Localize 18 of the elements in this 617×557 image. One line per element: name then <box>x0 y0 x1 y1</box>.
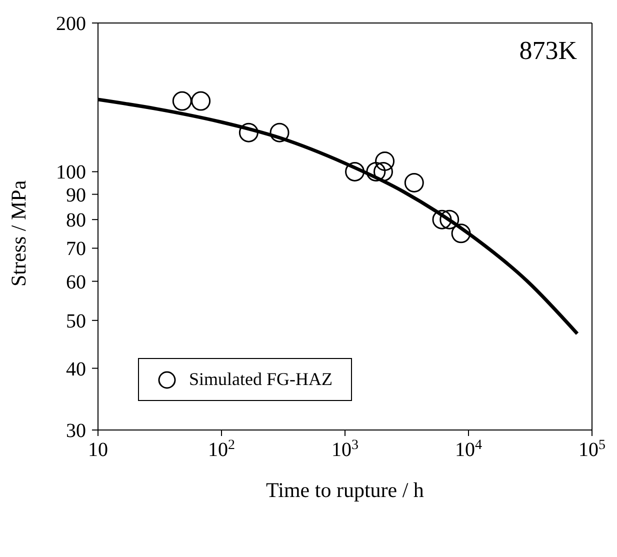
x-axis-title: Time to rupture / h <box>266 478 424 502</box>
annotation: 873K <box>519 36 577 66</box>
x-tick-label: 10$^{3}$ <box>332 438 358 461</box>
y-tick-label: 50 <box>66 310 86 332</box>
x-tick-label: 10$^{4}$ <box>455 438 482 461</box>
y-tick-label: 100 <box>56 162 86 184</box>
y-axis-title: Stress / MPa <box>6 180 30 286</box>
y-tick-label: 70 <box>66 238 86 260</box>
y-tick-label: 80 <box>66 210 86 232</box>
y-tick-label: 30 <box>66 420 86 442</box>
x-tick-label: 10$^{2}$ <box>208 438 235 461</box>
x-tick-label: 10 <box>88 439 108 461</box>
y-tick-label: 60 <box>66 271 86 294</box>
x-tick-label: 10$^{5}$ <box>578 438 606 461</box>
y-tick-label: 200 <box>56 13 86 35</box>
y-tick-label: 40 <box>66 358 86 380</box>
y-tick-label: 90 <box>66 184 86 206</box>
legend-label: Simulated FG-HAZ <box>189 369 332 390</box>
